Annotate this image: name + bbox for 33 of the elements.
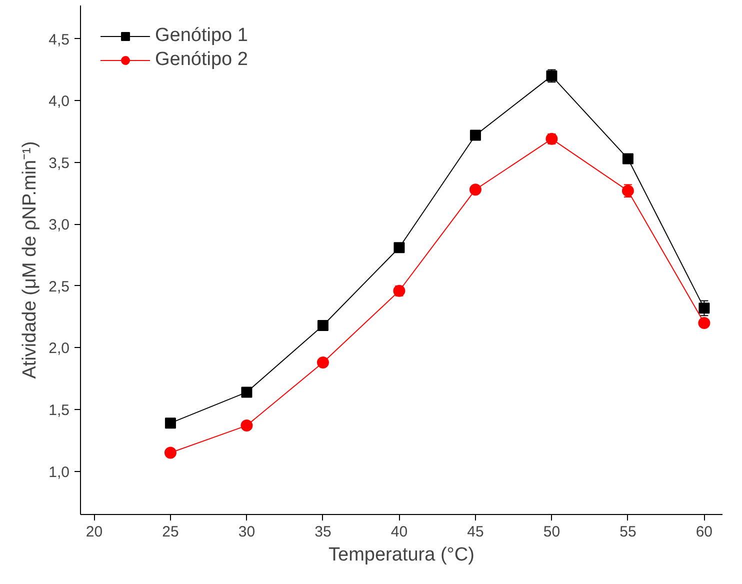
point <box>622 153 634 164</box>
point <box>316 356 329 369</box>
point <box>394 242 405 254</box>
point <box>317 320 328 331</box>
point <box>240 420 253 432</box>
point <box>698 317 710 329</box>
y-axis-title: Atividade (μM de ρNP.min⁻¹) <box>20 141 41 379</box>
point <box>469 184 482 196</box>
x-tick-label: 25 <box>162 524 179 540</box>
y-tick-label: 1,0 <box>48 464 70 481</box>
point <box>164 446 176 459</box>
y-tick-label: 4,5 <box>48 31 70 48</box>
y-tick-label: 1,5 <box>48 402 70 419</box>
x-tick-label: 45 <box>467 524 484 540</box>
legend-label: Genótipo 1 <box>155 25 248 47</box>
x-tick-label: 40 <box>390 524 408 540</box>
x-axis-title: Temperatura (°C) <box>328 544 474 566</box>
y-tick-label: 2,0 <box>48 340 70 358</box>
point <box>241 386 252 398</box>
x-tick-label: 20 <box>86 524 103 540</box>
point <box>164 418 176 429</box>
y-tick-label: 3,5 <box>48 154 70 172</box>
y-tick-label: 2,5 <box>48 278 70 296</box>
x-tick-label: 30 <box>238 524 256 540</box>
legend-label: Genótipo 2 <box>155 49 248 71</box>
y-tick-label: 4,0 <box>48 93 70 110</box>
x-tick-label: 35 <box>314 524 332 540</box>
point <box>698 302 710 314</box>
x-tick-label: 55 <box>620 524 636 540</box>
point <box>470 130 481 141</box>
y-tick-label: 3,0 <box>48 216 70 234</box>
x-tick-label: 50 <box>543 524 560 540</box>
x-tick-label: 60 <box>696 524 713 540</box>
